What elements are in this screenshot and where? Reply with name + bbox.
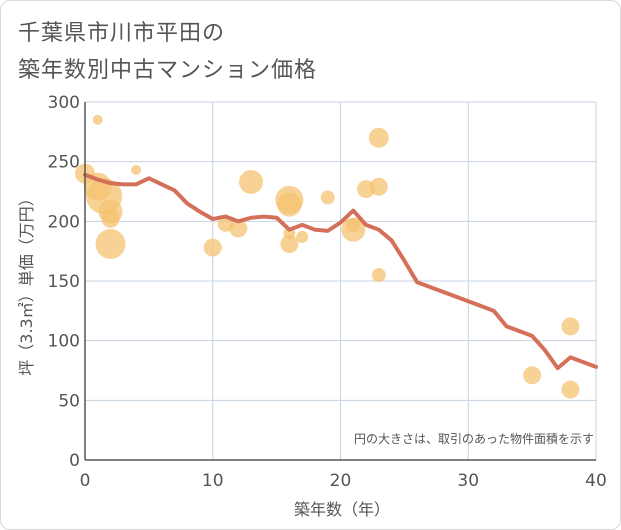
bubble-23 (371, 268, 386, 283)
y-tick-label-1: 50 (58, 391, 80, 411)
bubble-8 (203, 238, 222, 257)
x-tick-label-1: 10 (202, 471, 224, 491)
size-note: 円の大きさは、取引のあった物件面積を示す (354, 431, 594, 446)
x-tick-label-3: 30 (457, 471, 479, 491)
bubble-22 (369, 177, 388, 196)
y-tick-label-3: 150 (48, 272, 80, 292)
bubble-13 (277, 192, 302, 217)
y-tick-label-5: 250 (48, 153, 80, 173)
x-axis-title: 築年数（年） (294, 500, 390, 519)
y-tick-label-6: 300 (48, 93, 80, 113)
bubble-21 (368, 127, 389, 148)
bubble-19 (341, 217, 366, 242)
bubble-17 (320, 190, 335, 205)
y-tick-label-0: 0 (69, 451, 80, 471)
bubble-7 (131, 165, 142, 176)
bubble-5 (101, 209, 120, 228)
tick-labels: 0 50 100 150 200 250 300 0 10 20 30 40 (48, 93, 607, 491)
trend-line (83, 172, 598, 371)
bubble-10 (229, 219, 248, 238)
y-tick-label-4: 200 (48, 212, 80, 232)
x-tick-label-0: 0 (80, 471, 91, 491)
chart-title-line-2: 築年数別中古マンション価格 (18, 58, 318, 83)
grid-lines (85, 101, 597, 460)
y-tick-label-2: 100 (48, 332, 80, 352)
trend-series (83, 172, 598, 371)
bubble-16 (296, 230, 309, 243)
bubble-15 (280, 235, 299, 254)
bubble-1 (92, 114, 103, 125)
x-tick-label-2: 20 (330, 471, 352, 491)
bubble-6 (95, 229, 126, 260)
axes (84, 102, 596, 461)
bubble-24 (523, 366, 542, 385)
bubble-series (75, 114, 580, 399)
chart-title-line-1: 千葉県市川市平田の (18, 21, 226, 46)
x-tick-label-4: 40 (585, 471, 607, 491)
y-axis-title: 坪（3.3㎡）単価（万円） (17, 190, 36, 375)
bubble-25 (561, 317, 580, 336)
bubble-11 (239, 169, 264, 194)
bubble-26 (561, 380, 580, 399)
